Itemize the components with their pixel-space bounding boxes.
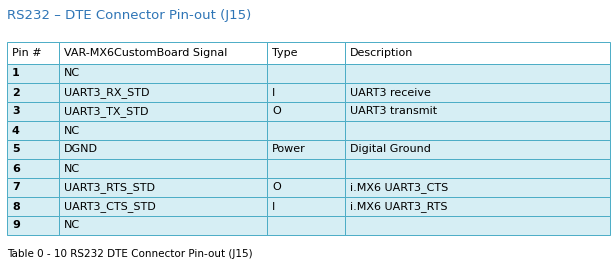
Text: 7: 7 xyxy=(12,182,20,193)
Text: i.MX6 UART3_RTS: i.MX6 UART3_RTS xyxy=(350,201,447,212)
Bar xyxy=(267,121,345,140)
Bar xyxy=(59,121,267,140)
Bar xyxy=(345,197,610,216)
Text: 3: 3 xyxy=(12,106,20,117)
Bar xyxy=(59,140,267,159)
Text: 6: 6 xyxy=(12,164,20,173)
Bar xyxy=(59,64,267,83)
Bar xyxy=(267,42,345,64)
Bar xyxy=(7,64,59,83)
Bar xyxy=(267,83,345,102)
Text: I: I xyxy=(272,202,275,211)
Bar xyxy=(59,102,267,121)
Text: VAR-MX6CustomBoard Signal: VAR-MX6CustomBoard Signal xyxy=(64,48,228,58)
Text: NC: NC xyxy=(64,164,80,173)
Text: Description: Description xyxy=(350,48,413,58)
Text: Digital Ground: Digital Ground xyxy=(350,144,431,155)
Bar xyxy=(7,216,59,235)
Text: UART3_RTS_STD: UART3_RTS_STD xyxy=(64,182,155,193)
Text: O: O xyxy=(272,182,281,193)
Bar xyxy=(267,159,345,178)
Text: NC: NC xyxy=(64,69,80,78)
Bar xyxy=(267,102,345,121)
Text: i.MX6 UART3_CTS: i.MX6 UART3_CTS xyxy=(350,182,448,193)
Bar xyxy=(59,83,267,102)
Bar xyxy=(345,121,610,140)
Bar xyxy=(7,159,59,178)
Text: Type: Type xyxy=(272,48,297,58)
Bar xyxy=(345,216,610,235)
Text: 2: 2 xyxy=(12,88,20,98)
Bar xyxy=(345,102,610,121)
Bar xyxy=(267,197,345,216)
Bar xyxy=(59,159,267,178)
Bar xyxy=(267,64,345,83)
Text: DGND: DGND xyxy=(64,144,98,155)
Bar xyxy=(267,140,345,159)
Bar xyxy=(345,140,610,159)
Text: UART3_CTS_STD: UART3_CTS_STD xyxy=(64,201,155,212)
Bar xyxy=(59,42,267,64)
Text: UART3_RX_STD: UART3_RX_STD xyxy=(64,87,149,98)
Text: 8: 8 xyxy=(12,202,20,211)
Bar xyxy=(59,216,267,235)
Bar xyxy=(7,83,59,102)
Text: I: I xyxy=(272,88,275,98)
Text: UART3_TX_STD: UART3_TX_STD xyxy=(64,106,149,117)
Text: 1: 1 xyxy=(12,69,20,78)
Text: NC: NC xyxy=(64,221,80,231)
Bar xyxy=(7,121,59,140)
Text: NC: NC xyxy=(64,126,80,135)
Text: Pin #: Pin # xyxy=(12,48,42,58)
Text: 9: 9 xyxy=(12,221,20,231)
Text: UART3 receive: UART3 receive xyxy=(350,88,431,98)
Bar xyxy=(345,83,610,102)
Bar xyxy=(7,197,59,216)
Bar xyxy=(7,178,59,197)
Bar xyxy=(345,42,610,64)
Text: Table 0 - 10 RS232 DTE Connector Pin-out (J15): Table 0 - 10 RS232 DTE Connector Pin-out… xyxy=(7,249,253,259)
Bar xyxy=(59,197,267,216)
Bar xyxy=(7,42,59,64)
Bar xyxy=(345,178,610,197)
Bar xyxy=(267,178,345,197)
Text: 5: 5 xyxy=(12,144,20,155)
Text: UART3 transmit: UART3 transmit xyxy=(350,106,437,117)
Bar xyxy=(59,178,267,197)
Text: Power: Power xyxy=(272,144,306,155)
Bar xyxy=(345,159,610,178)
Bar xyxy=(345,64,610,83)
Text: O: O xyxy=(272,106,281,117)
Text: RS232 – DTE Connector Pin-out (J15): RS232 – DTE Connector Pin-out (J15) xyxy=(7,9,252,22)
Text: 4: 4 xyxy=(12,126,20,135)
Bar xyxy=(7,140,59,159)
Bar xyxy=(267,216,345,235)
Bar xyxy=(7,102,59,121)
